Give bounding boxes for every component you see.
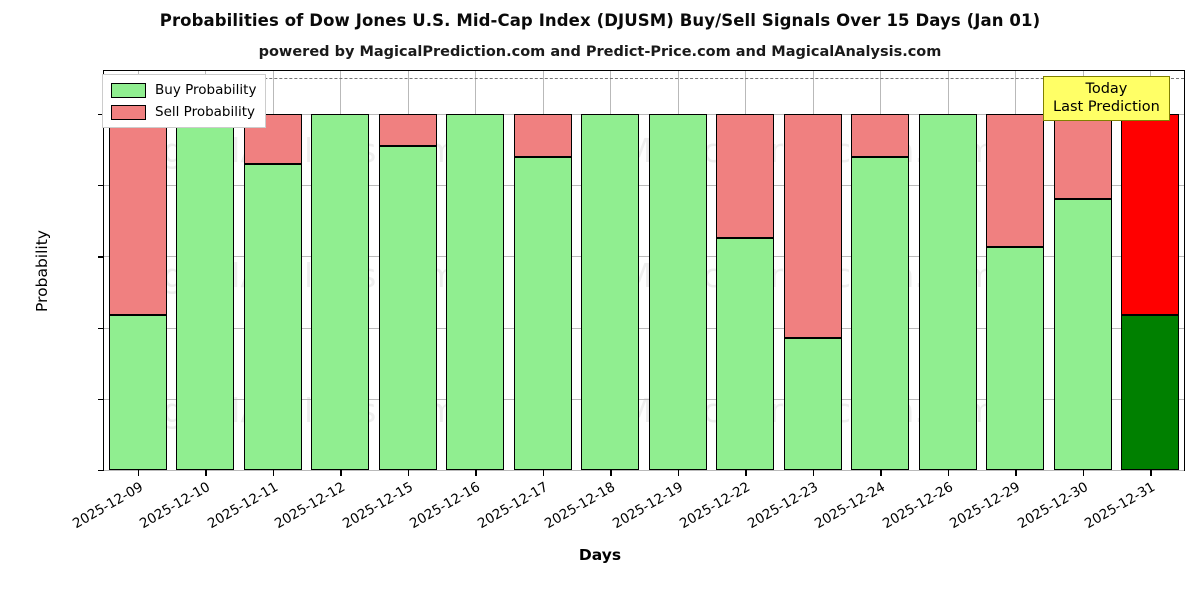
- chart-legend: Buy Probability Sell Probability: [102, 74, 267, 128]
- y-axis-tick: [98, 256, 104, 258]
- bar[interactable]: [446, 71, 505, 470]
- legend-item-buy: Buy Probability: [111, 82, 256, 98]
- bar[interactable]: [243, 71, 302, 470]
- bar-segment-buy[interactable]: [581, 113, 640, 470]
- bar[interactable]: [986, 71, 1045, 470]
- bar-segment-buy[interactable]: [918, 113, 977, 470]
- bar-segment-sell[interactable]: [1053, 113, 1112, 200]
- x-axis-tick: [947, 470, 950, 476]
- legend-label-sell: Sell Probability: [155, 104, 256, 120]
- x-axis-tick: [745, 470, 747, 476]
- bar-segment-buy[interactable]: [986, 247, 1045, 470]
- x-axis-tick: [1082, 470, 1085, 476]
- x-axis-tick: [1015, 470, 1017, 476]
- x-axis-tick: [880, 470, 882, 476]
- bar-segment-sell[interactable]: [716, 113, 775, 239]
- gridline-horizontal: [104, 113, 1184, 115]
- bar-segment-buy[interactable]: [446, 113, 505, 470]
- x-axis-tick: [610, 470, 612, 476]
- x-axis-tick: [205, 470, 207, 476]
- plot-area: MagicalAnalysis.comMagicalPrediction.com…: [33, 70, 1185, 532]
- legend-item-sell: Sell Probability: [111, 104, 256, 120]
- gridline-horizontal: [104, 185, 1184, 186]
- x-axis-tick: [475, 470, 477, 476]
- bar-segment-buy[interactable]: [108, 315, 167, 470]
- gridline-horizontal: [104, 327, 1184, 329]
- bar-segment-buy[interactable]: [311, 113, 370, 470]
- gridline-horizontal: [104, 470, 1184, 471]
- bar[interactable]: [716, 71, 775, 470]
- chart-title: Probabilities of Dow Jones U.S. Mid-Cap …: [159, 11, 1041, 30]
- bar[interactable]: [648, 71, 707, 470]
- chart-subtitle: powered by MagicalPrediction.com and Pre…: [258, 44, 942, 60]
- bar[interactable]: [918, 71, 977, 470]
- gridline-horizontal: [104, 398, 1184, 400]
- bar-segment-sell[interactable]: [783, 113, 842, 339]
- today-annotation-line2: Last Prediction: [1053, 98, 1160, 115]
- y-axis-tick: [98, 398, 104, 401]
- bar-segment-buy[interactable]: [513, 156, 572, 470]
- bar-segment-buy[interactable]: [1053, 199, 1112, 470]
- x-axis-tick: [272, 470, 275, 476]
- bar[interactable]: [1053, 71, 1112, 470]
- bar-segment-buy[interactable]: [851, 156, 910, 470]
- bar-segment-buy[interactable]: [378, 145, 437, 470]
- bar-today[interactable]: [1121, 71, 1180, 470]
- legend-swatch-sell-icon: [111, 104, 146, 120]
- x-axis-tick: [340, 470, 342, 476]
- legend-label-buy: Buy Probability: [155, 82, 257, 98]
- gridline-horizontal: [104, 256, 1184, 258]
- plot-inner: MagicalAnalysis.comMagicalPrediction.com…: [33, 71, 1184, 532]
- bar[interactable]: [851, 71, 910, 470]
- bar[interactable]: [513, 71, 572, 470]
- x-axis-tick: [677, 470, 680, 476]
- bar[interactable]: [176, 71, 235, 470]
- y-axis-tick: [98, 185, 104, 187]
- bar[interactable]: [581, 71, 640, 470]
- bar[interactable]: [311, 71, 370, 470]
- bar-segment-sell[interactable]: [851, 113, 910, 157]
- bar-segment-buy[interactable]: [716, 238, 775, 470]
- bar-segment-buy[interactable]: [648, 113, 707, 470]
- bar-segment-sell[interactable]: [243, 113, 302, 164]
- x-axis-tick: [542, 470, 545, 476]
- bar-segment-sell[interactable]: [513, 113, 572, 157]
- y-axis-tick: [98, 327, 104, 329]
- y-axis-tick: [98, 113, 104, 116]
- bar-segment-sell[interactable]: [986, 113, 1045, 248]
- bar[interactable]: [378, 71, 437, 470]
- bar-segment-sell[interactable]: [378, 113, 437, 146]
- bar[interactable]: [108, 71, 167, 470]
- x-axis-tick: [812, 470, 815, 476]
- x-axis-title: Days: [578, 546, 622, 564]
- y-axis-tick: [98, 470, 104, 472]
- x-axis-tick: [137, 470, 140, 476]
- threshold-line: [104, 78, 1184, 80]
- bar[interactable]: [783, 71, 842, 470]
- today-annotation: Today Last Prediction: [1043, 76, 1170, 122]
- x-axis-tick: [407, 470, 410, 476]
- bar-segment-sell[interactable]: [108, 113, 167, 316]
- bar-segment-buy[interactable]: [1121, 315, 1180, 470]
- legend-swatch-buy-icon: [111, 82, 146, 98]
- bar-segment-buy[interactable]: [783, 338, 842, 470]
- bar-segment-buy[interactable]: [176, 113, 235, 470]
- bar-segment-sell[interactable]: [1121, 113, 1180, 316]
- y-axis-title: Probability: [33, 229, 51, 312]
- x-axis-tick: [1150, 470, 1152, 476]
- today-annotation-line1: Today: [1085, 81, 1128, 97]
- bar-segment-buy[interactable]: [243, 163, 302, 470]
